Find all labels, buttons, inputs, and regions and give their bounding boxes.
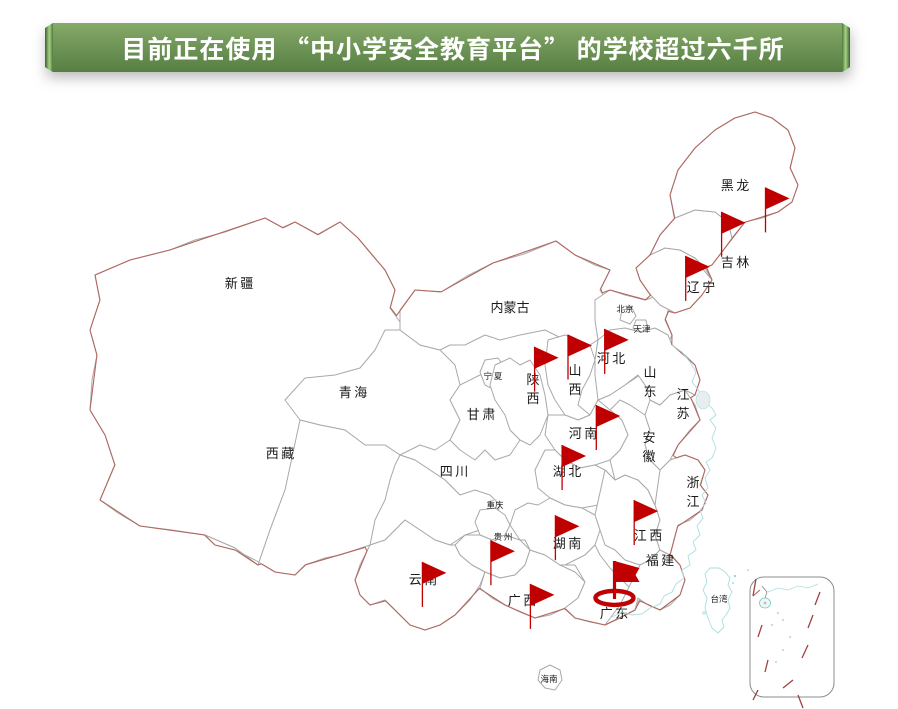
svg-text:内蒙古: 内蒙古 (490, 300, 529, 315)
svg-text:河 南: 河 南 (569, 426, 598, 441)
svg-text:广 东: 广 东 (600, 606, 629, 621)
svg-text:苏: 苏 (676, 406, 689, 421)
Neimenggu (400, 241, 610, 350)
svg-text:西: 西 (568, 382, 581, 397)
svg-text:徽: 徽 (642, 449, 655, 464)
svg-text:江: 江 (686, 494, 699, 509)
svg-text:台湾: 台湾 (710, 594, 728, 604)
svg-text:青 海: 青 海 (339, 385, 368, 400)
svg-text:安: 安 (642, 430, 655, 445)
svg-text:辽 宁: 辽 宁 (687, 280, 716, 295)
svg-text:甘 肃: 甘 肃 (467, 407, 496, 422)
svg-text:西: 西 (526, 391, 539, 406)
svg-text:海南: 海南 (540, 674, 557, 684)
svg-text:浙: 浙 (686, 475, 699, 490)
svg-text:山: 山 (568, 363, 581, 378)
svg-text:新 疆: 新 疆 (225, 276, 254, 291)
svg-text:东: 东 (643, 384, 656, 399)
svg-text:北京: 北京 (616, 304, 633, 314)
svg-text:湖 南: 湖 南 (553, 536, 582, 551)
svg-text:山: 山 (643, 365, 656, 380)
svg-text:吉 林: 吉 林 (721, 255, 750, 270)
svg-text:重庆: 重庆 (486, 500, 504, 510)
svg-text:河 北: 河 北 (597, 351, 626, 366)
svg-text:贵 州: 贵 州 (494, 532, 513, 542)
svg-text:福 建: 福 建 (646, 553, 675, 568)
svg-text:陕: 陕 (526, 372, 539, 387)
svg-text:四 川: 四 川 (440, 464, 469, 479)
svg-text:宁 夏: 宁 夏 (484, 371, 503, 381)
svg-text:黑 龙: 黑 龙 (721, 178, 750, 193)
svg-text:江 西: 江 西 (634, 528, 663, 543)
svg-text:西 藏: 西 藏 (266, 446, 295, 461)
svg-text:天津: 天津 (633, 324, 651, 334)
svg-text:湖 北: 湖 北 (553, 464, 582, 479)
svg-text:江: 江 (676, 387, 689, 402)
